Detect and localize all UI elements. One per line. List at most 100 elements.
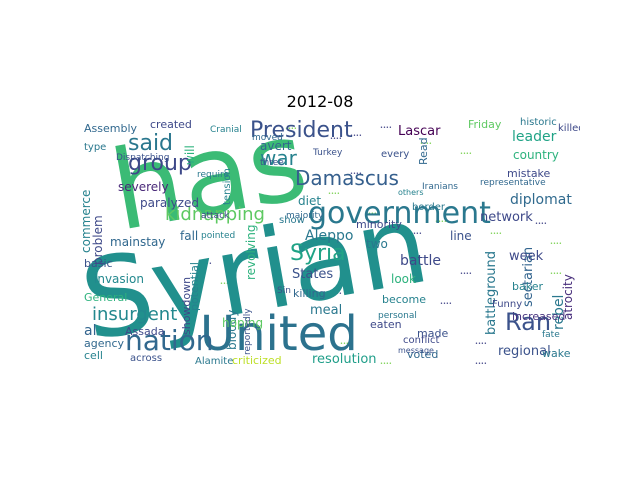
cloud-word-battleground: battleground xyxy=(484,251,499,335)
filler-word: •••• xyxy=(460,271,472,277)
cloud-word-al: al xyxy=(84,323,96,339)
filler-word: •••• xyxy=(435,219,447,225)
cloud-word-reportedly: reportedly xyxy=(243,308,253,355)
cloud-word-president: President xyxy=(250,118,353,143)
cloud-word-across: across xyxy=(130,353,162,364)
cloud-word-agency: agency xyxy=(84,337,125,350)
filler-word: •••• xyxy=(410,231,422,237)
cloud-word-border: border xyxy=(412,202,446,213)
cloud-word-network: network xyxy=(480,210,533,225)
cloud-word-wake: wake xyxy=(542,347,571,360)
filler-word: •••• xyxy=(365,211,377,217)
cloud-word-regional: regional xyxy=(498,344,551,359)
cloud-word-meal: meal xyxy=(310,303,342,318)
cloud-word-cranial: Cranial xyxy=(210,125,242,135)
cloud-word-diplomat: diplomat xyxy=(510,192,572,208)
cloud-word-increased: increased xyxy=(512,310,565,323)
chart-title: 2012-08 xyxy=(286,92,354,111)
filler-word: •••• xyxy=(328,191,340,197)
cloud-word-week: week xyxy=(509,249,544,264)
cloud-word-attack: attack xyxy=(201,211,230,221)
cloud-word-syria: Syria xyxy=(290,241,346,266)
cloud-word-paralyzed: paralyzed xyxy=(140,196,199,210)
cloud-word-two: two xyxy=(366,237,388,251)
cloud-word-severely: severely xyxy=(118,180,169,194)
cloud-word-invasion: invasion xyxy=(94,272,144,286)
cloud-word-every: every xyxy=(381,149,409,160)
cloud-word-type: type xyxy=(84,142,106,153)
cloud-word-moved: moved xyxy=(252,133,283,143)
cloud-word-commerce: commerce xyxy=(80,190,93,253)
cloud-word-baker: baker xyxy=(512,280,543,293)
filler-word: •••• xyxy=(475,341,487,347)
cloud-word-damascus: Damascus xyxy=(295,166,399,190)
cloud-word-sin: Sin xyxy=(277,286,291,296)
cloud-word-fate: fate xyxy=(542,330,560,340)
cloud-word-insurgent: insurgent xyxy=(92,304,177,325)
filler-word: •••• xyxy=(350,171,362,177)
cloud-word-three: three xyxy=(260,158,284,168)
cloud-word-conflict: conflict xyxy=(403,335,440,346)
cloud-word-killed: killed xyxy=(558,123,580,134)
cloud-word-fall: fall xyxy=(180,229,198,243)
cloud-word-assada: Assada xyxy=(125,325,164,338)
cloud-word-united: United xyxy=(200,306,358,362)
filler-word: •••• xyxy=(380,361,392,365)
cloud-word-minority: minority xyxy=(356,218,402,231)
cloud-word-mainstay: mainstay xyxy=(110,235,165,249)
cloud-word-become: become xyxy=(382,293,426,306)
cloud-word-aleppo: Aleppo xyxy=(305,228,353,244)
cloud-word-rebel: rebel xyxy=(551,295,567,330)
cloud-word-look: look xyxy=(391,272,416,286)
cloud-word-friday: Friday xyxy=(468,118,502,131)
cloud-word-alamite: Alamite xyxy=(195,356,233,365)
cloud-word-leader: leader xyxy=(512,129,557,145)
cloud-word-require: require xyxy=(197,170,229,180)
cloud-word-show: show xyxy=(279,215,305,226)
cloud-word-made: made xyxy=(417,327,448,340)
cloud-word-general: General xyxy=(84,291,127,304)
cloud-word-battle: battle xyxy=(400,253,441,269)
cloud-word-killing: killing xyxy=(293,287,326,300)
word-cloud: •••• •••• •••• •••• •••• •••• •••• •••• •••• ••••… xyxy=(80,115,580,365)
cloud-word-personal: personal xyxy=(378,311,417,321)
cloud-word-atrocity: atrocity xyxy=(561,274,575,320)
filler-word: •••• xyxy=(330,291,342,297)
cloud-word-diet: diet xyxy=(298,194,321,208)
cloud-word-cell: cell xyxy=(84,349,103,362)
cloud-word-others: others xyxy=(398,188,423,197)
cloud-word-tension: tension xyxy=(222,168,233,205)
cloud-word-majority: majority xyxy=(286,211,324,221)
cloud-word-will: will xyxy=(183,145,197,165)
cloud-word-voted: voted xyxy=(407,348,438,361)
cloud-word-nation: nation xyxy=(125,324,214,357)
cloud-word-lascar: Lascar xyxy=(398,124,441,139)
cloud-word-problem: problem xyxy=(91,215,105,265)
filler-word: •••• xyxy=(550,241,562,247)
cloud-word-eaten: eaten xyxy=(370,318,402,331)
filler-word: •••• xyxy=(285,126,297,132)
cloud-word-pointed: pointed xyxy=(201,231,235,241)
cloud-word-dispatching: Dispatching xyxy=(116,153,169,163)
cloud-word-turkey: Turkey xyxy=(312,148,343,158)
filler-word: •••• xyxy=(380,125,392,131)
cloud-word-created: created xyxy=(150,118,192,131)
filler-word: •••• xyxy=(420,141,432,147)
filler-word: •••• xyxy=(550,271,562,277)
cloud-word-ran: Ran xyxy=(505,308,551,336)
filler-word: •••• xyxy=(490,231,502,237)
cloud-word-kidnapping: kidnapping xyxy=(165,204,265,225)
cloud-word-war: war xyxy=(260,146,298,170)
cloud-word-resolution: resolution xyxy=(312,352,377,365)
cloud-word-basic: basic xyxy=(84,257,113,270)
filler-word: •••• xyxy=(350,133,362,139)
cloud-word-said: said xyxy=(128,131,173,156)
filler-word: •••• xyxy=(330,136,342,142)
cloud-word-read: Read xyxy=(417,137,430,165)
filler-word: •••• xyxy=(220,281,232,287)
cloud-word-mistake: mistake xyxy=(507,167,551,180)
cloud-word-showdown: showdown xyxy=(180,277,193,335)
filler-word: •••• xyxy=(460,151,472,157)
cloud-word-states: States xyxy=(292,267,333,282)
filler-word: •••• xyxy=(440,301,452,307)
